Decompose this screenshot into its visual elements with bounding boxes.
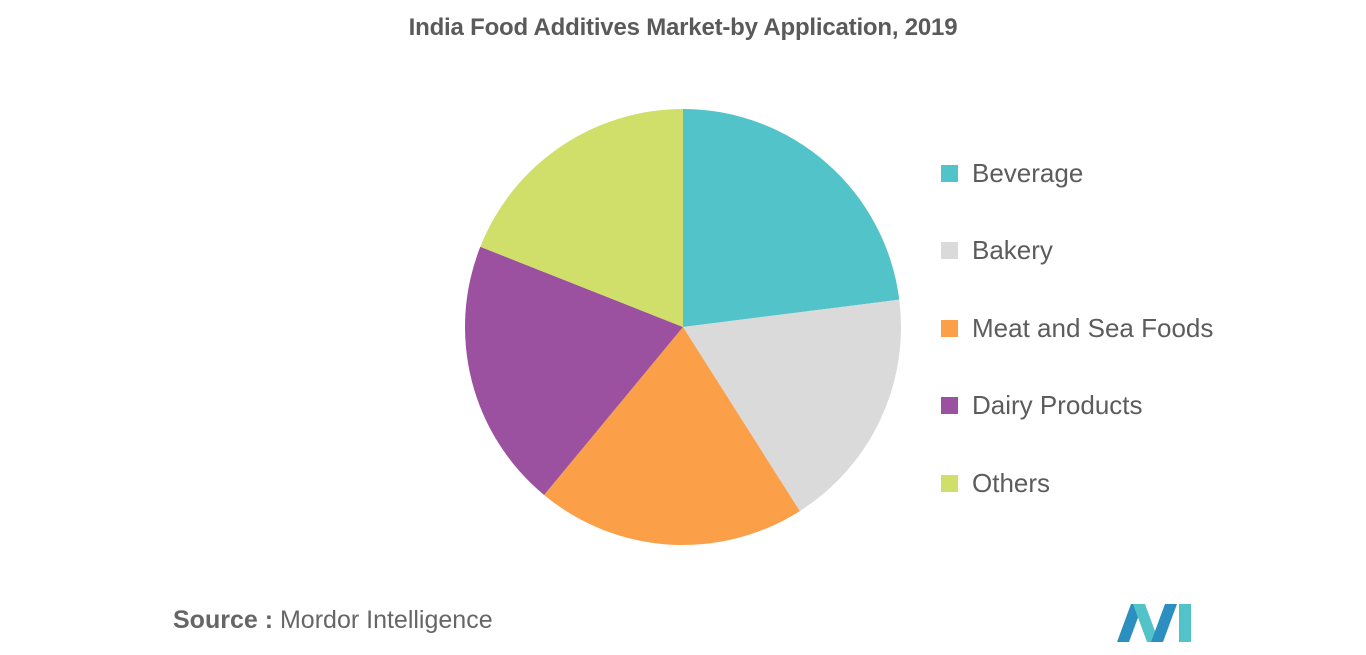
pie-slice-dairy-products xyxy=(465,246,683,495)
legend-label: Beverage xyxy=(972,157,1084,188)
pie-slices xyxy=(465,109,901,545)
pie-slice-meat-and-sea-foods xyxy=(544,327,800,545)
legend-swatch xyxy=(941,319,958,337)
legend-label: Others xyxy=(972,467,1051,498)
legend-label: Meat and Sea Foods xyxy=(972,312,1214,343)
legend-label: Dairy Products xyxy=(972,390,1143,420)
source-note: Source : Mordor Intelligence xyxy=(173,606,493,635)
legend-swatch xyxy=(941,164,958,182)
legend-item: Others xyxy=(941,465,1213,501)
legend-item: Bakery xyxy=(941,233,1213,269)
source-label: Source : xyxy=(173,606,274,634)
source-text: Mordor Intelligence xyxy=(279,606,493,634)
legend-swatch xyxy=(941,242,958,259)
legend-item: Meat and Sea Foods xyxy=(941,310,1213,346)
legend-swatch xyxy=(941,397,958,414)
chart-legend: Beverage Bakery Meat and Sea Foods Dairy Pr… xyxy=(941,155,1213,543)
pie-slice-bakery xyxy=(683,299,901,512)
legend-label: Bakery xyxy=(972,235,1053,265)
legend-item: Dairy Products xyxy=(941,388,1213,424)
mordor-intelligence-logo xyxy=(1117,604,1191,642)
legend-item: Beverage xyxy=(941,155,1213,191)
pie-slice-beverage xyxy=(683,109,900,327)
legend-swatch xyxy=(941,474,958,492)
pie-slice-others xyxy=(480,109,683,327)
chart-title: India Food Additives Market-by Applicati… xyxy=(408,14,958,41)
